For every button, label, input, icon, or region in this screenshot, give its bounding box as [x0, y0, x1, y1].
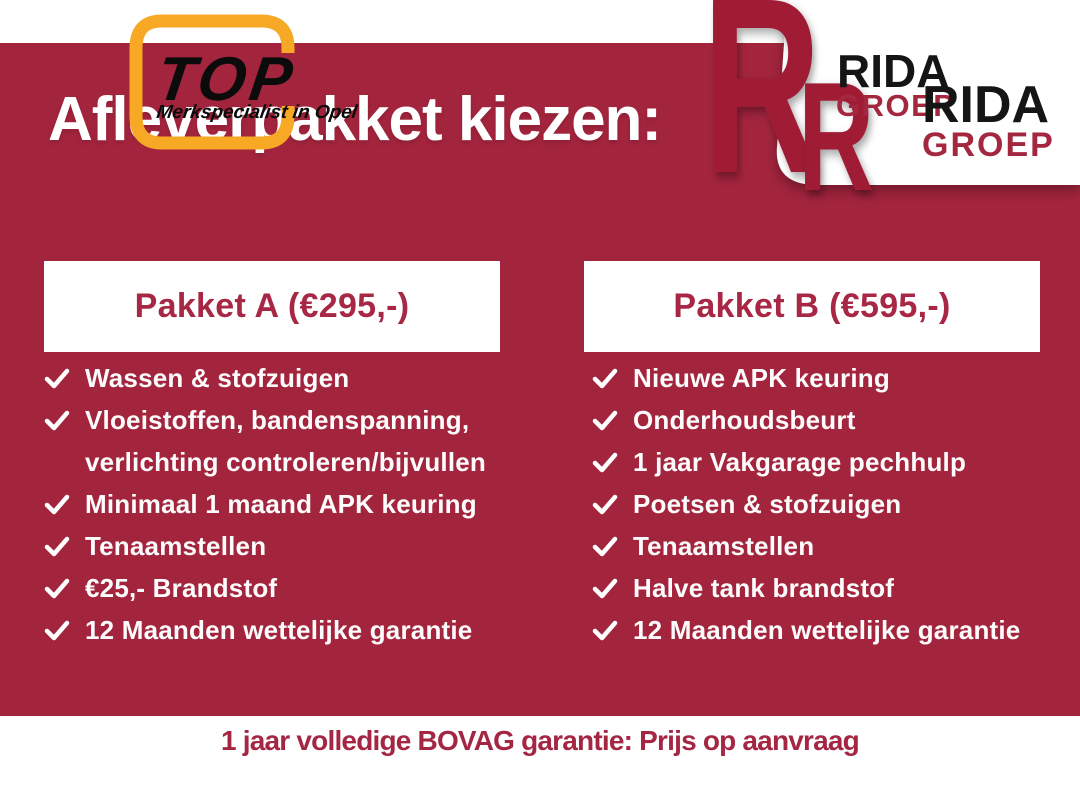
package-item-label: 12 Maanden wettelijke garantie: [633, 615, 1021, 645]
package-item-label: Wassen & stofzuigen: [85, 363, 350, 393]
check-icon: [44, 409, 70, 431]
package-b-list: Nieuwe APK keuring Onderhoudsbeurt 1 jaar …: [592, 357, 1020, 651]
package-item-label: €25,- Brandstof: [85, 573, 278, 603]
package-item: 12 Maanden wettelijke garantie: [592, 609, 1020, 651]
package-a-list: Wassen & stofzuigen Vloeistoffen, bandens…: [44, 357, 486, 651]
package-item: 1 jaar Vakgarage pechhulp: [592, 441, 1020, 483]
package-b-header: Pakket B (€595,-): [584, 261, 1040, 352]
package-item-label: Poetsen & stofzuigen: [633, 489, 902, 519]
check-icon: [44, 535, 70, 557]
package-item-label: Tenaamstellen: [85, 531, 267, 561]
check-icon: [592, 367, 618, 389]
package-item: 12 Maanden wettelijke garantie: [44, 609, 486, 651]
rida-groep-logo-graphic: R R RIDA GROEP RIDA GROEP: [702, 0, 1080, 225]
package-b-title: Pakket B (€595,-): [673, 287, 951, 325]
package-item: Tenaamstellen: [592, 525, 1020, 567]
rida-groep-text-1: GROEP: [836, 88, 955, 123]
package-item-label: Tenaamstellen: [633, 531, 815, 561]
top-opel-logo: TOP Merkspecialist in Opel: [128, 3, 378, 168]
check-icon: [44, 493, 70, 515]
top-opel-logo-graphic: TOP Merkspecialist in Opel: [129, 14, 359, 150]
footer-band: 1 jaar volledige BOVAG garantie: Prijs o…: [0, 716, 1080, 810]
package-item: Onderhoudsbeurt: [592, 399, 1020, 441]
rida-groep-logo: R R RIDA GROEP RIDA GROEP: [600, 0, 1080, 225]
package-item: Wassen & stofzuigen: [44, 357, 486, 399]
package-item: Tenaamstellen: [44, 525, 486, 567]
package-item-label: 1 jaar Vakgarage pechhulp: [633, 447, 967, 477]
package-item: Poetsen & stofzuigen: [592, 483, 1020, 525]
check-icon: [44, 619, 70, 641]
package-item: Halve tank brandstof: [592, 567, 1020, 609]
package-item: Minimaal 1 maand APK keuring: [44, 483, 486, 525]
top-logo-wordmark: TOP: [152, 45, 300, 114]
check-icon: [592, 493, 618, 515]
package-a-title: Pakket A (€295,-): [134, 287, 410, 325]
package-item-label: Minimaal 1 maand APK keuring: [85, 489, 477, 519]
check-icon: [592, 535, 618, 557]
check-icon: [592, 409, 618, 431]
footer-guarantee-text: 1 jaar volledige BOVAG garantie: Prijs o…: [221, 725, 860, 756]
check-icon: [44, 367, 70, 389]
rida-groep-text-2: GROEP: [922, 126, 1055, 164]
white-corner-shape: [776, 0, 1080, 185]
top-logo-frame-icon: [129, 14, 295, 150]
package-item-label: 12 Maanden wettelijke garantie: [85, 615, 473, 645]
package-item-label: Vloeistoffen, bandenspanning, verlichtin…: [85, 405, 487, 477]
top-logo-tagline: Merkspecialist in Opel: [155, 102, 359, 123]
check-icon: [592, 619, 618, 641]
check-icon: [592, 451, 618, 473]
package-item: Vloeistoffen, bandenspanning, verlichtin…: [44, 399, 486, 483]
rida-monogram-r-icon: R: [702, 0, 821, 210]
rida-monogram-r2-icon: R: [798, 51, 874, 210]
rida-wordmark-2: RIDA: [922, 76, 1049, 134]
package-item: Nieuwe APK keuring: [592, 357, 1020, 399]
package-item-label: Nieuwe APK keuring: [633, 363, 890, 393]
package-item-label: Onderhoudsbeurt: [633, 405, 856, 435]
rida-wordmark-1: RIDA: [837, 45, 949, 97]
package-item: €25,- Brandstof: [44, 567, 486, 609]
package-a-header: Pakket A (€295,-): [44, 261, 500, 352]
check-icon: [44, 577, 70, 599]
package-item-label: Halve tank brandstof: [633, 573, 895, 603]
check-icon: [592, 577, 618, 599]
